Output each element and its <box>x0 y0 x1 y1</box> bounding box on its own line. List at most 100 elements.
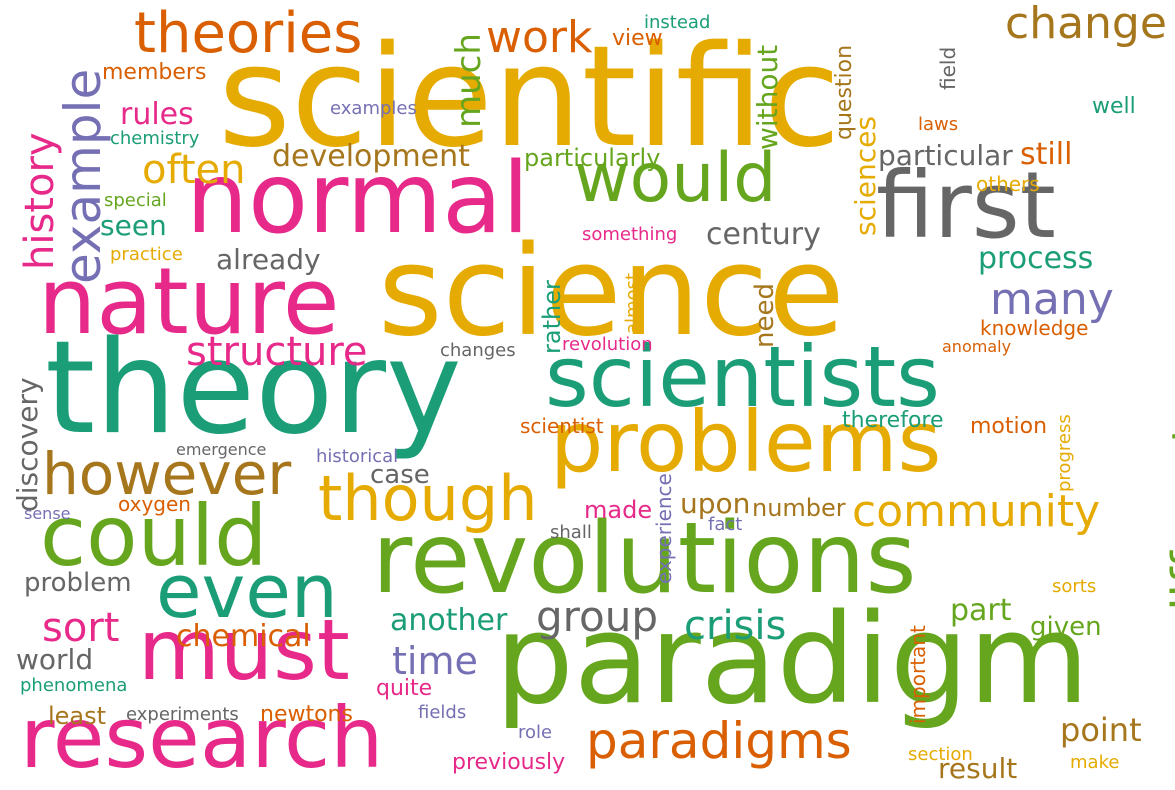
word-knowledge: knowledge <box>980 316 1089 340</box>
word-view: view <box>612 26 663 51</box>
word-members: members <box>102 60 207 85</box>
word-question: question <box>832 44 857 140</box>
word-much: much <box>449 33 489 128</box>
word-fields: fields <box>418 702 467 723</box>
word-group: group <box>536 592 658 641</box>
word-theory: theory <box>45 314 462 463</box>
word-though: though <box>318 462 538 535</box>
word-case: case <box>370 460 430 490</box>
word-historical: historical <box>316 446 399 467</box>
word-oxygen: oxygen <box>118 492 191 516</box>
word-upon: upon <box>680 487 751 520</box>
word-rather: rather <box>538 280 566 354</box>
word-number: number <box>752 494 846 522</box>
word-emergence: emergence <box>176 440 267 459</box>
word-something: something <box>582 224 678 245</box>
word-sorts: sorts <box>1052 576 1097 597</box>
word-problem: problem <box>24 568 132 598</box>
word-nature: nature <box>38 248 340 355</box>
word-experience: experience <box>652 473 676 584</box>
word-chemical: chemical <box>176 619 311 654</box>
word-motion: motion <box>970 414 1048 439</box>
word-first: first <box>876 152 1056 259</box>
word-previously: previously <box>452 750 566 775</box>
word-particularly: particularly <box>524 144 661 172</box>
word-sort: sort <box>42 605 120 651</box>
word-fact: fact <box>708 514 743 535</box>
word-often: often <box>142 147 246 193</box>
word-anomaly: anomaly <box>942 337 1012 356</box>
word-instead: instead <box>644 12 711 33</box>
word-need: need <box>750 283 780 348</box>
word-century: century <box>706 217 821 252</box>
word-progress: progress <box>1054 414 1075 492</box>
word-scientists: scientists <box>545 328 940 426</box>
word-structure: structure <box>186 329 368 375</box>
word-least: least <box>48 702 107 730</box>
word-experiments: experiments <box>126 704 239 725</box>
word-sense: sense <box>24 504 71 523</box>
word-normal: normal <box>186 142 530 256</box>
word-make: make <box>1070 752 1120 773</box>
word-theories: theories <box>134 1 363 66</box>
word-community: community <box>852 486 1101 537</box>
word-important: important <box>906 625 930 724</box>
word-special: special <box>104 190 167 211</box>
word-laws: laws <box>918 114 959 135</box>
word-even: even <box>156 549 338 635</box>
word-given: given <box>1030 612 1102 642</box>
word-paradigms: paradigms <box>586 712 852 770</box>
word-scientific: scientific <box>218 16 841 179</box>
word-examples: examples <box>330 98 417 119</box>
word-already: already <box>216 243 321 276</box>
word-made: made <box>584 496 653 524</box>
word-history: history <box>17 132 63 270</box>
word-others: others <box>976 172 1040 196</box>
word-process: process <box>978 241 1094 276</box>
word-change: change <box>1005 0 1167 49</box>
word-field: field <box>936 46 960 90</box>
word-problems: problems <box>550 393 942 491</box>
word-chemistry: chemistry <box>110 128 200 149</box>
word-seen: seen <box>100 209 167 242</box>
word-result: result <box>938 752 1018 785</box>
word-world: world <box>16 643 94 676</box>
word-changes: changes <box>440 340 516 361</box>
word-shall: shall <box>550 522 592 543</box>
word-role: role <box>518 722 553 743</box>
word-phenomena: phenomena <box>20 675 128 696</box>
word-could: could <box>40 487 268 585</box>
word-however: however <box>42 440 292 508</box>
word-without: without <box>751 44 784 150</box>
word-research: research <box>20 689 384 787</box>
word-many: many <box>990 274 1114 325</box>
word-another: another <box>390 603 508 638</box>
word-revolutions: revolutions <box>372 502 917 616</box>
word-section: section <box>908 744 973 765</box>
word-science: science <box>378 220 845 364</box>
word-well: well <box>1092 94 1136 119</box>
word-work: work <box>486 12 593 63</box>
word-still: still <box>1020 137 1073 172</box>
word-crisis: crisis <box>684 603 787 649</box>
word-newtons: newtons <box>260 702 353 727</box>
word-development: development <box>272 139 470 174</box>
word-therefore: therefore <box>842 408 944 433</box>
word-would: would <box>574 139 777 218</box>
word-paradigm: paradigm <box>495 588 1090 732</box>
word-quite: quite <box>376 676 433 701</box>
word-different: different <box>1162 424 1175 628</box>
word-particular: particular <box>878 139 1013 172</box>
word-rules: rules <box>120 97 194 132</box>
word-discovery: discovery <box>11 377 44 512</box>
word-time: time <box>392 639 478 683</box>
word-scientist: scientist <box>520 414 604 438</box>
word-example: example <box>54 68 112 284</box>
word-revolution: revolution <box>562 334 653 355</box>
word-must: must <box>138 601 350 699</box>
word-point: point <box>1060 711 1142 749</box>
word-almost: almost <box>622 272 643 334</box>
word-part: part <box>950 593 1012 628</box>
word-practice: practice <box>110 244 183 265</box>
